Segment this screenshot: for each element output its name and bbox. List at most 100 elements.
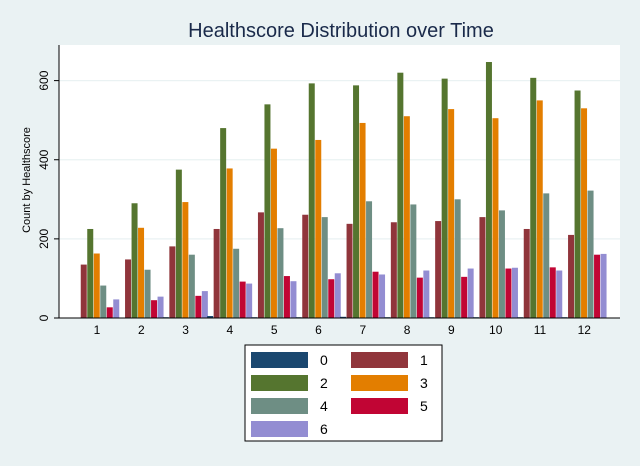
bar	[568, 234, 575, 318]
bar	[131, 203, 138, 318]
bar	[188, 254, 195, 318]
bar	[334, 273, 341, 318]
bar	[340, 316, 347, 318]
legend-swatch	[251, 421, 308, 437]
bar	[485, 62, 492, 318]
bar	[321, 217, 328, 318]
y-tick-label: 600	[37, 70, 51, 90]
bar	[125, 259, 132, 318]
legend-label: 3	[420, 375, 428, 391]
bar	[581, 108, 588, 318]
bar	[182, 202, 189, 318]
legend-swatch	[251, 352, 308, 368]
legend-swatch	[251, 375, 308, 391]
bar	[530, 77, 537, 318]
x-tick-label: 4	[227, 323, 234, 337]
chart-title: Healthscore Distribution over Time	[188, 20, 494, 42]
bar	[157, 296, 164, 318]
bar	[195, 295, 202, 318]
bar	[302, 214, 309, 318]
bar	[410, 204, 417, 318]
bar	[175, 169, 182, 318]
bar	[435, 221, 442, 318]
bar	[290, 281, 297, 318]
bar	[220, 128, 227, 318]
bar	[80, 264, 87, 318]
bar	[346, 223, 353, 318]
bar	[270, 148, 277, 318]
bar	[353, 85, 360, 318]
bar	[257, 212, 264, 318]
legend-label: 6	[320, 421, 328, 437]
bar	[423, 270, 430, 318]
bar	[536, 100, 543, 319]
y-tick-label: 400	[37, 149, 51, 169]
legend-swatch	[351, 398, 408, 414]
legend-label: 4	[320, 398, 328, 414]
bar	[543, 193, 550, 318]
bar	[549, 267, 556, 318]
bar	[359, 122, 366, 318]
bar	[328, 279, 335, 318]
bar	[372, 271, 379, 318]
legend-label: 5	[420, 398, 428, 414]
y-tick-label: 0	[37, 314, 51, 321]
legend-swatch	[251, 398, 308, 414]
bar	[308, 83, 315, 318]
y-tick-label: 200	[37, 229, 51, 249]
bar	[233, 248, 240, 318]
x-tick-label: 11	[534, 323, 547, 337]
bar	[226, 168, 233, 318]
bar	[264, 104, 271, 318]
x-tick-label: 6	[315, 323, 322, 337]
bar	[207, 316, 214, 318]
y-axis-label: Count by Healthscore	[21, 127, 33, 233]
x-tick-label: 2	[138, 323, 145, 337]
x-tick-label: 12	[578, 323, 592, 337]
bar	[283, 276, 290, 318]
bar	[594, 254, 601, 318]
x-tick-label: 5	[271, 323, 278, 337]
bar	[461, 276, 468, 318]
bar	[511, 267, 518, 318]
bar	[556, 270, 563, 318]
bar	[213, 228, 220, 318]
legend-swatch	[351, 375, 408, 391]
bar	[416, 277, 423, 318]
x-tick-label: 1	[94, 323, 101, 337]
bar	[366, 201, 373, 318]
bar	[492, 118, 499, 319]
x-tick-label: 10	[489, 323, 503, 337]
legend-label: 2	[320, 375, 328, 391]
x-tick-label: 9	[448, 323, 455, 337]
bar	[390, 222, 397, 318]
bar	[403, 116, 410, 318]
bar	[397, 72, 404, 319]
bar	[151, 300, 158, 318]
bar	[144, 269, 151, 318]
legend-label: 0	[320, 352, 328, 368]
x-tick-label: 8	[404, 323, 411, 337]
legend: 0 1 2 3 4 5 6	[244, 344, 443, 442]
bar	[93, 253, 100, 318]
bar	[505, 268, 512, 318]
bar	[448, 109, 455, 319]
bar	[441, 78, 448, 318]
bar	[106, 307, 113, 318]
bar	[138, 227, 145, 318]
bar	[574, 90, 581, 318]
bar	[498, 210, 505, 318]
bar	[479, 217, 486, 318]
bar	[600, 253, 607, 318]
bar	[113, 299, 120, 318]
bar	[587, 190, 594, 318]
x-tick-label: 7	[359, 323, 366, 337]
bar	[201, 291, 208, 318]
bar	[454, 199, 461, 318]
bar	[100, 285, 107, 318]
bar	[239, 281, 246, 318]
bar	[467, 268, 474, 318]
bar	[169, 246, 176, 318]
